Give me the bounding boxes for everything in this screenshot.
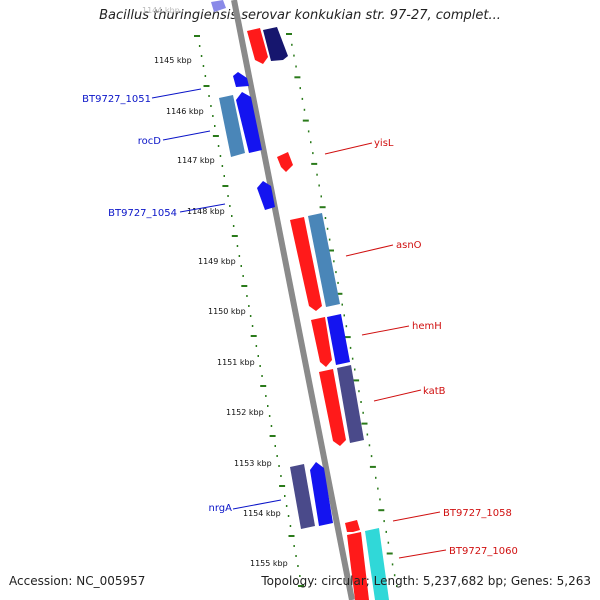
gene-feature[interactable]: [319, 369, 346, 446]
gene-feature[interactable]: [233, 72, 249, 87]
gene-label[interactable]: asnO: [396, 240, 422, 251]
tick-label: 1148 kbp: [187, 207, 225, 216]
gene-feature[interactable]: [236, 92, 262, 153]
connector-line: [324, 142, 373, 155]
gene-label[interactable]: BT9727_1058: [443, 508, 512, 519]
gene-feature[interactable]: [337, 365, 364, 443]
connector-line: [232, 499, 282, 510]
tick-label: 1150 kbp: [208, 307, 246, 316]
map-title: Bacillus thuringiensis serovar konkukian…: [99, 8, 501, 23]
gene-feature[interactable]: [290, 464, 315, 529]
gene-feature[interactable]: [257, 181, 275, 210]
gene-label[interactable]: nrgA: [209, 503, 233, 514]
connector-line: [151, 88, 202, 99]
connector-line: [361, 325, 410, 336]
gene-feature[interactable]: [290, 217, 322, 311]
connector-line: [373, 389, 422, 402]
gene-feature[interactable]: [365, 528, 389, 600]
connector-line: [392, 511, 441, 522]
gene-label[interactable]: BT9727_1051: [82, 94, 151, 105]
tick-label: 1149 kbp: [198, 257, 236, 266]
gene-label[interactable]: rocD: [138, 136, 162, 147]
backbone: [231, 0, 355, 600]
tick-label: 1147 kbp: [177, 156, 215, 165]
gene-feature[interactable]: [311, 317, 332, 367]
gene-feature[interactable]: [277, 152, 293, 172]
connector-line: [162, 130, 211, 141]
connector-line: [179, 203, 226, 213]
gene-feature[interactable]: [310, 462, 333, 526]
gene-feature[interactable]: [345, 520, 360, 532]
tick-label: 1145 kbp: [154, 56, 192, 65]
connector-line: [398, 549, 447, 559]
tick-label: 1146 kbp: [166, 107, 204, 116]
gene-label[interactable]: yisL: [374, 138, 394, 149]
tick-label: 1151 kbp: [217, 358, 255, 367]
accession-label: Accession: NC_005957: [9, 574, 146, 588]
tick-label: 1154 kbp: [243, 509, 281, 518]
gene-feature[interactable]: [211, 0, 226, 12]
gene-feature[interactable]: [327, 314, 350, 365]
tick-label-1144: 1144 kbp: [142, 6, 180, 15]
gene-feature[interactable]: [219, 95, 245, 157]
gene-label[interactable]: BT9727_1054: [108, 208, 177, 219]
connector-line: [345, 244, 394, 257]
gene-feature[interactable]: [347, 532, 369, 600]
tick-label: 1152 kbp: [226, 408, 264, 417]
gene-label[interactable]: katB: [423, 386, 446, 397]
right-track: [286, 33, 398, 587]
genome-summary: Topology: circular; Length: 5,237,682 bp…: [261, 574, 591, 588]
gene-feature[interactable]: [247, 28, 268, 64]
tick-track: [194, 35, 304, 587]
gene-label[interactable]: BT9727_1060: [449, 546, 518, 557]
tick-label: 1153 kbp: [234, 459, 272, 468]
gene-feature[interactable]: [263, 27, 288, 61]
gene-feature[interactable]: [308, 213, 340, 307]
tick-label: 1155 kbp: [250, 559, 288, 568]
gene-label[interactable]: hemH: [412, 321, 442, 332]
